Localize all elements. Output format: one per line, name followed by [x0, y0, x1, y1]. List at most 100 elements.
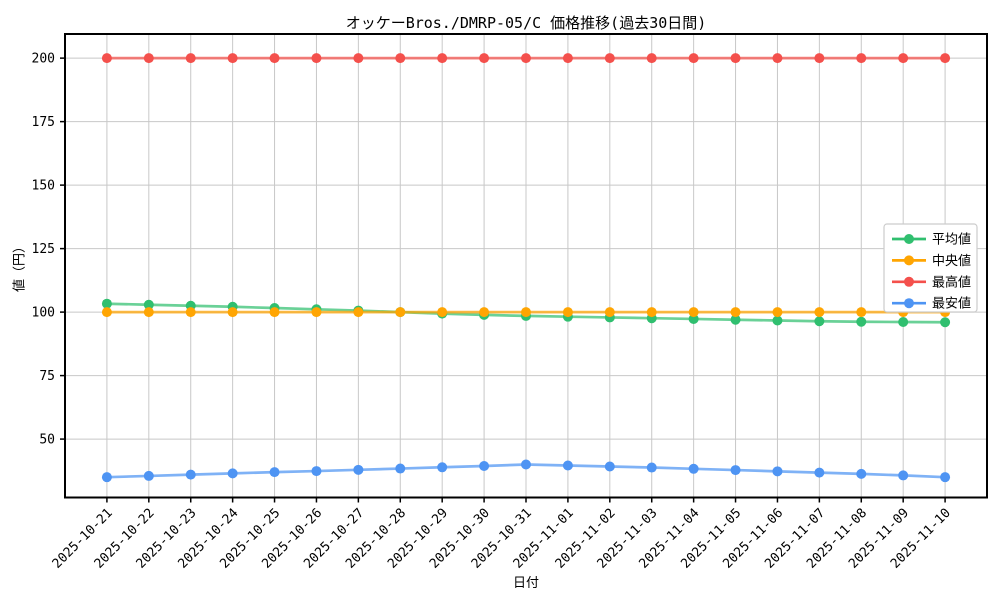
data-point-max	[730, 53, 741, 64]
y-tick-label: 150	[32, 179, 55, 194]
data-point-max	[479, 53, 490, 64]
data-point-min	[898, 470, 909, 481]
data-point-min	[730, 465, 741, 476]
data-point-min	[814, 467, 825, 478]
plot-border	[64, 33, 988, 499]
data-point-max	[562, 53, 573, 64]
series-min	[101, 459, 951, 483]
x-axis: 2025-10-212025-10-222025-10-232025-10-24…	[50, 497, 954, 572]
y-tick-label: 175	[32, 115, 55, 130]
data-point-average	[772, 315, 783, 326]
y-tick-label: 75	[39, 369, 55, 384]
data-point-max	[311, 53, 322, 64]
data-point-max	[101, 53, 112, 64]
data-point-average	[898, 317, 909, 328]
data-point-max	[269, 53, 280, 64]
data-point-min	[353, 464, 364, 475]
y-tick-label: 200	[32, 52, 55, 67]
data-point-max	[353, 53, 364, 64]
data-point-min	[772, 466, 783, 477]
data-point-max	[185, 53, 196, 64]
legend-box	[883, 223, 978, 313]
data-point-max	[856, 53, 867, 64]
data-point-max	[143, 53, 154, 64]
data-point-median	[604, 307, 615, 318]
data-point-median	[269, 307, 280, 318]
legend-marker	[904, 234, 914, 244]
data-point-min	[688, 463, 699, 474]
data-point-max	[646, 53, 657, 64]
data-point-average	[940, 317, 951, 328]
data-point-median	[772, 307, 783, 318]
legend-item-average: 平均値	[892, 232, 971, 248]
data-point-min	[143, 470, 154, 481]
data-point-max	[688, 53, 699, 64]
data-point-median	[353, 307, 364, 318]
legend-label: 中央値	[932, 253, 971, 269]
y-axis: 50 75 100 125 150 175 200	[32, 52, 65, 448]
data-point-max	[940, 53, 951, 64]
data-point-median	[395, 307, 406, 318]
data-point-max	[814, 53, 825, 64]
data-point-median	[521, 307, 531, 318]
data-point-average	[688, 313, 699, 324]
legend-item-median: 中央値	[892, 253, 971, 269]
y-tick-label: 100	[32, 306, 55, 321]
data-point-min	[395, 463, 406, 474]
data-point-max	[898, 53, 909, 64]
data-point-median	[688, 307, 699, 318]
data-point-min	[521, 459, 531, 470]
data-point-min	[604, 461, 615, 472]
data-point-average	[101, 298, 112, 309]
data-point-median	[227, 307, 238, 318]
data-point-max	[395, 53, 406, 64]
data-point-max	[604, 53, 615, 64]
data-point-min	[646, 462, 657, 473]
legend-label: 最安値	[932, 296, 971, 312]
data-point-max	[437, 53, 448, 64]
chart-title: オッケーBros./DMRP-05/C 価格推移(過去30日間)	[345, 14, 707, 32]
data-point-min	[562, 460, 573, 471]
data-point-min	[856, 468, 867, 479]
data-point-median	[646, 307, 657, 318]
data-point-median	[562, 307, 573, 318]
data-point-median	[143, 307, 154, 318]
gridlines	[65, 34, 987, 498]
data-point-median	[730, 307, 741, 318]
data-point-average	[730, 314, 741, 325]
data-point-average	[814, 316, 825, 327]
data-point-min	[101, 472, 112, 483]
y-tick-label: 125	[32, 242, 55, 257]
data-point-min	[437, 462, 448, 473]
legend-marker	[904, 276, 914, 287]
data-point-median	[479, 307, 490, 318]
legend-marker	[904, 298, 914, 309]
series-max	[101, 53, 951, 64]
data-point-min	[479, 461, 490, 472]
y-tick-label: 50	[39, 433, 55, 448]
data-point-max	[521, 53, 531, 64]
legend-item-max: 最高値	[892, 274, 971, 290]
series-median	[101, 307, 951, 318]
legend-label: 平均値	[932, 232, 971, 248]
data-point-median	[814, 307, 825, 318]
data-point-min	[311, 466, 322, 477]
legend-marker	[904, 255, 914, 266]
data-point-min	[185, 469, 196, 480]
data-point-min	[940, 472, 951, 483]
legend-label: 最高値	[932, 274, 971, 290]
x-axis-label: 日付	[512, 576, 539, 591]
data-point-median	[437, 307, 448, 318]
data-point-min	[269, 467, 280, 478]
legend-item-min: 最安値	[892, 296, 971, 312]
data-point-median	[311, 307, 322, 318]
data-point-median	[856, 307, 867, 318]
data-point-average	[856, 316, 867, 327]
data-point-median	[185, 307, 196, 318]
data-point-average	[143, 299, 154, 310]
data-point-max	[227, 53, 238, 64]
data-point-min	[227, 468, 238, 479]
